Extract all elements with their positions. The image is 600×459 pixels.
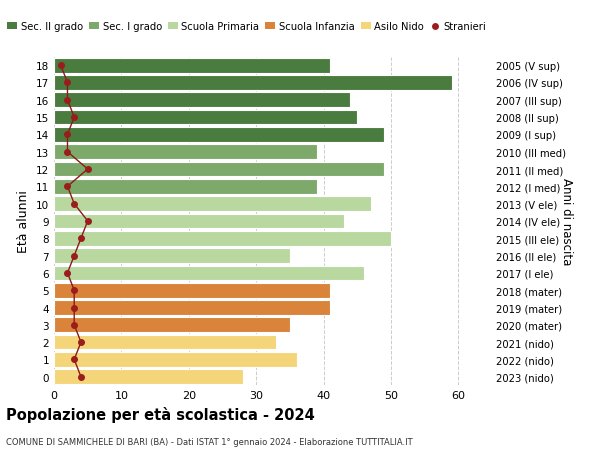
Bar bbox=[54, 214, 344, 229]
Bar bbox=[54, 93, 350, 108]
Bar bbox=[54, 369, 242, 384]
Bar bbox=[54, 162, 384, 177]
Y-axis label: Età alunni: Età alunni bbox=[17, 190, 31, 253]
Text: Popolazione per età scolastica - 2024: Popolazione per età scolastica - 2024 bbox=[6, 406, 315, 422]
Bar bbox=[54, 111, 357, 125]
Legend: Sec. II grado, Sec. I grado, Scuola Primaria, Scuola Infanzia, Asilo Nido, Stran: Sec. II grado, Sec. I grado, Scuola Prim… bbox=[4, 18, 490, 36]
Bar bbox=[54, 145, 317, 160]
Y-axis label: Anni di nascita: Anni di nascita bbox=[560, 178, 573, 265]
Bar bbox=[54, 76, 452, 90]
Bar bbox=[54, 335, 277, 350]
Bar bbox=[54, 266, 364, 280]
Bar bbox=[54, 283, 330, 298]
Bar bbox=[54, 59, 330, 73]
Bar bbox=[54, 249, 290, 263]
Bar bbox=[54, 179, 317, 194]
Bar bbox=[54, 301, 330, 315]
Text: COMUNE DI SAMMICHELE DI BARI (BA) - Dati ISTAT 1° gennaio 2024 - Elaborazione TU: COMUNE DI SAMMICHELE DI BARI (BA) - Dati… bbox=[6, 437, 413, 446]
Bar bbox=[54, 353, 296, 367]
Bar bbox=[54, 318, 290, 332]
Bar bbox=[54, 128, 384, 142]
Bar bbox=[54, 197, 371, 212]
Bar bbox=[54, 231, 391, 246]
